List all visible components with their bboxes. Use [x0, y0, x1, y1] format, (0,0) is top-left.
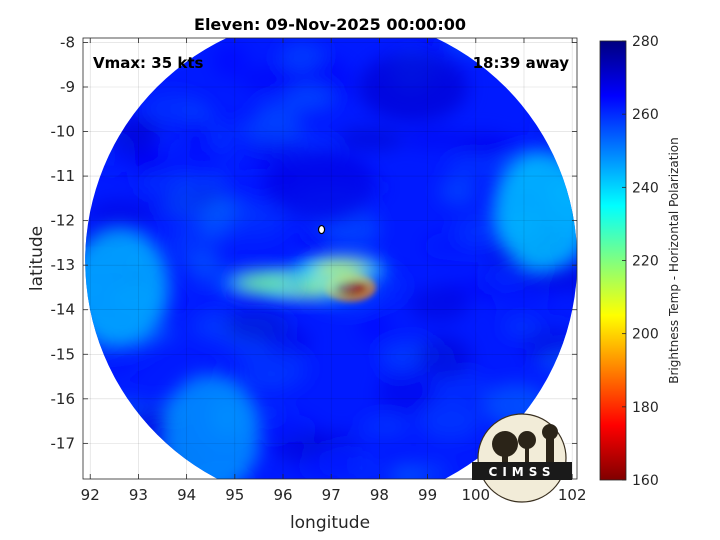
- colorbar-label: Brightness Temp - Horizontal Polarizatio…: [667, 137, 681, 384]
- y-tick-label: -15: [51, 345, 76, 363]
- feature-cold-region: [358, 52, 469, 122]
- y-tick-label: -16: [51, 390, 76, 408]
- grid: [83, 38, 577, 479]
- y-tick-label: -13: [51, 256, 76, 274]
- x-tick-label: 99: [418, 486, 437, 504]
- x-tick-label: 97: [322, 486, 341, 504]
- x-axis-label: longitude: [290, 513, 370, 533]
- x-tick-label: 92: [81, 486, 100, 504]
- x-tick-label: 102: [558, 486, 587, 504]
- x-tick-label: 95: [225, 486, 244, 504]
- distance-annotation: 18:39 away: [473, 54, 570, 72]
- y-tick-label: -14: [51, 301, 76, 319]
- y-axis-label: latitude: [27, 226, 47, 291]
- colorbar-tick-label: 240: [632, 180, 659, 196]
- y-tick-label: -12: [51, 212, 76, 230]
- colorbar-tick-label: 200: [632, 327, 659, 343]
- feature-cold-region: [266, 150, 377, 220]
- colorbar-tick-label: 160: [632, 473, 659, 489]
- feature-warm-region: [85, 227, 170, 348]
- colorbar-tick-label: 280: [632, 34, 659, 50]
- plot-area: [83, 38, 577, 479]
- vmax-annotation: Vmax: 35 kts: [93, 54, 203, 72]
- colorbar-ticks: 160 180 200 220 240 260 280: [622, 34, 659, 489]
- feature-rainband: [218, 268, 309, 298]
- x-tick-label: 100: [461, 486, 490, 504]
- logo-text: CIMSS: [489, 465, 556, 479]
- x-tick-label: 98: [370, 486, 389, 504]
- y-tick-label: -17: [51, 434, 76, 452]
- x-tick-label: 93: [129, 486, 148, 504]
- feature-rainband: [296, 255, 386, 285]
- plot-frame: [82, 37, 578, 480]
- y-tick-label: -9: [60, 78, 75, 96]
- cimss-logo: CIMSS: [472, 413, 572, 503]
- y-tick-label: -11: [51, 167, 76, 185]
- x-tick-label: 94: [177, 486, 196, 504]
- colorbar-tick-label: 180: [632, 400, 659, 416]
- storm-center-marker: [317, 224, 326, 235]
- field-features: [85, 52, 577, 479]
- y-tick-label: -10: [51, 123, 76, 141]
- x-tick-label: 96: [273, 486, 292, 504]
- y-axis-ticks: -8 -9 -10 -11 -12 -13 -14 -15 -16 -17: [51, 33, 577, 452]
- colorbar-gradient: [599, 40, 627, 481]
- colorbar: 160 180 200 220 240 260 280 Brightness Temp - …: [599, 34, 681, 489]
- colorbar-tick-label: 220: [632, 254, 659, 270]
- colorbar-tick-label: 260: [632, 107, 659, 123]
- y-tick-label: -8: [60, 33, 75, 51]
- feature-warm-region: [493, 151, 577, 272]
- chart-title: Eleven: 09-Nov-2025 00:00:00: [194, 15, 466, 34]
